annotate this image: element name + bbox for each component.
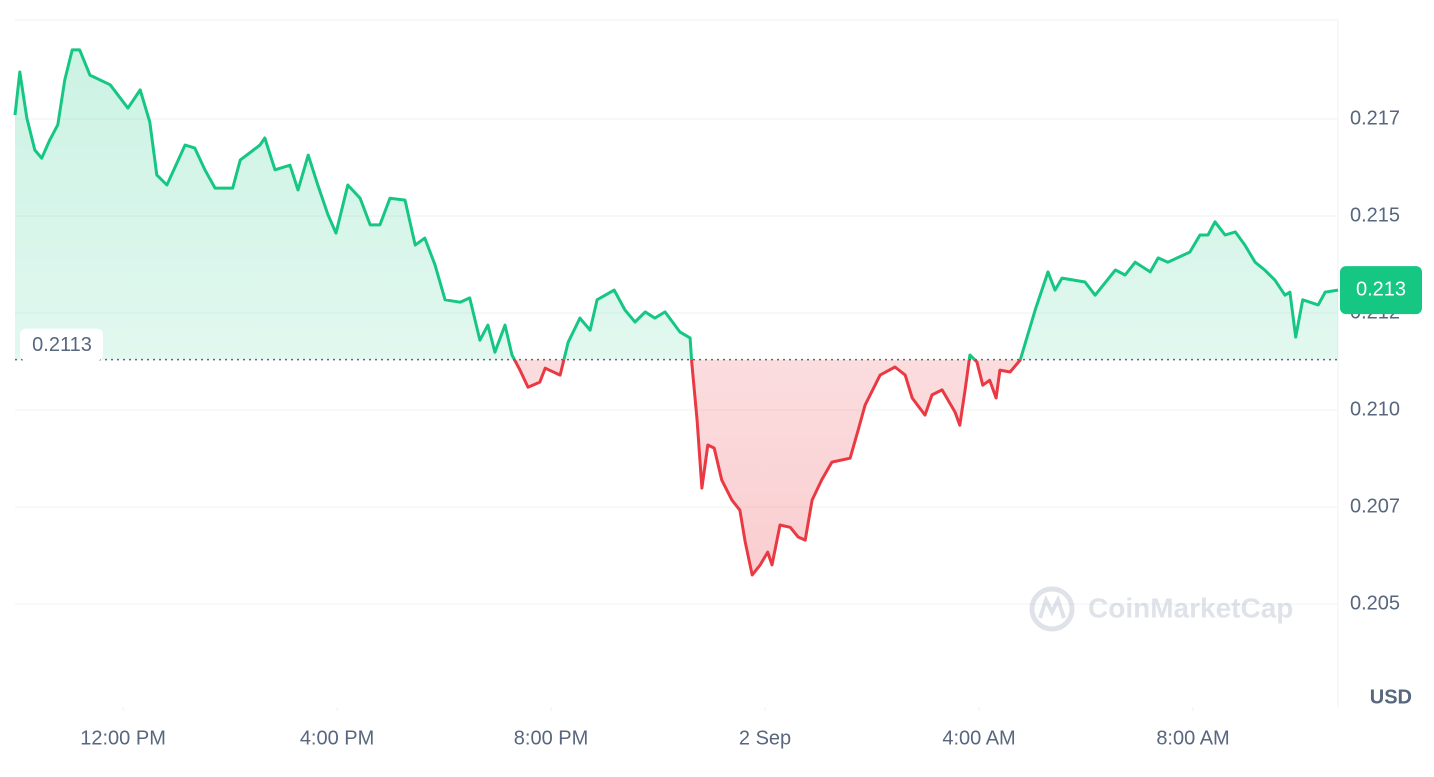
price-line: [13, 48, 1339, 360]
watermark: CoinMarketCap: [1029, 586, 1293, 632]
watermark-text: CoinMarketCap: [1088, 592, 1293, 623]
current-price-label: 0.213: [1356, 278, 1406, 300]
price-line: [512, 359, 1022, 577]
current-price-badge: [1340, 266, 1422, 315]
x-tick-label: 2 Sep: [739, 727, 791, 749]
x-tick-label: 4:00 PM: [300, 727, 374, 749]
x-tick-label: 4:00 AM: [942, 727, 1015, 749]
y-tick-label: 0.210: [1350, 398, 1400, 420]
y-tick-label: 0.207: [1350, 495, 1400, 517]
y-tick-label: 0.215: [1350, 204, 1400, 226]
y-tick-label: 0.217: [1350, 107, 1400, 129]
y-tick-label: 0.205: [1350, 592, 1400, 614]
x-tick-label: 8:00 AM: [1156, 727, 1229, 749]
y-unit: USD: [1370, 686, 1412, 708]
x-tick-label: 8:00 PM: [514, 727, 588, 749]
x-tick-label: 12:00 PM: [80, 727, 166, 749]
baseline-label: 0.2113: [32, 334, 92, 356]
baseline-label-box: [20, 328, 103, 361]
price-area: [15, 49, 1338, 360]
